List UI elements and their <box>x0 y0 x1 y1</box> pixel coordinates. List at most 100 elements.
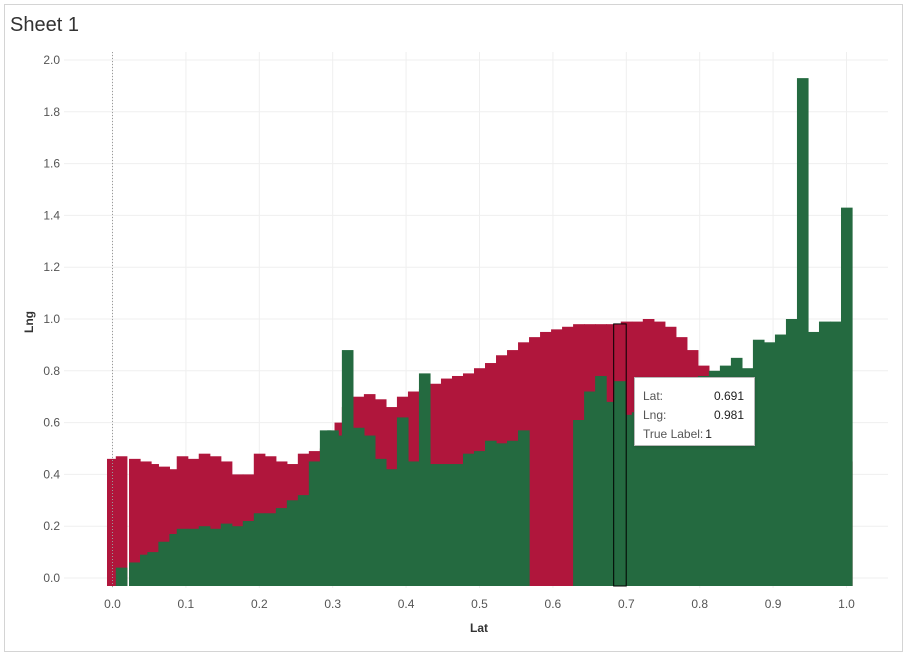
y-tick-label: 0.0 <box>43 571 60 585</box>
x-tick-label: 0.5 <box>471 597 488 611</box>
green-bar[interactable] <box>286 500 299 586</box>
green-bar[interactable] <box>363 435 376 586</box>
x-tick-label: 1.0 <box>838 597 855 611</box>
x-tick-label: 0.8 <box>691 597 708 611</box>
red-bar[interactable] <box>540 331 552 586</box>
red-bar[interactable] <box>209 456 222 586</box>
green-bar[interactable] <box>308 461 321 586</box>
green-bar[interactable] <box>719 365 732 586</box>
green-bar[interactable] <box>840 207 853 586</box>
green-bar[interactable] <box>697 375 710 586</box>
green-bar[interactable] <box>187 528 200 586</box>
red-bar[interactable] <box>129 458 141 586</box>
green-bar[interactable] <box>796 78 809 586</box>
red-bar[interactable] <box>106 458 119 586</box>
green-bar[interactable] <box>818 321 831 586</box>
y-tick-label: 0.6 <box>43 416 60 430</box>
x-tick-label: 0.1 <box>178 597 195 611</box>
green-bar[interactable] <box>231 526 244 586</box>
y-tick-label: 1.8 <box>43 105 60 119</box>
green-bar[interactable] <box>829 321 842 586</box>
green-bar[interactable] <box>507 440 519 586</box>
green-bar[interactable] <box>275 508 288 586</box>
green-bar[interactable] <box>264 513 277 586</box>
x-tick-label: 0.4 <box>398 597 415 611</box>
red-bar[interactable] <box>198 453 211 586</box>
green-bar[interactable] <box>334 435 347 586</box>
green-bar[interactable] <box>220 523 233 586</box>
green-bar[interactable] <box>664 399 677 586</box>
green-bar[interactable] <box>327 430 339 586</box>
green-bar[interactable] <box>352 427 365 586</box>
green-bar[interactable] <box>396 417 409 586</box>
green-bar[interactable] <box>429 464 442 586</box>
y-tick-label: 0.8 <box>43 364 60 378</box>
green-bar[interactable] <box>341 350 354 586</box>
green-bar[interactable] <box>253 513 266 586</box>
green-bar[interactable] <box>730 357 743 586</box>
red-bar[interactable] <box>551 329 563 586</box>
green-bar[interactable] <box>675 394 688 586</box>
red-bar[interactable] <box>529 337 541 586</box>
green-bar[interactable] <box>595 375 607 586</box>
green-bar[interactable] <box>653 404 666 586</box>
green-bar[interactable] <box>631 412 644 586</box>
green-bar[interactable] <box>752 339 765 586</box>
green-bar[interactable] <box>573 420 585 586</box>
green-bar[interactable] <box>451 464 464 586</box>
red-bar[interactable] <box>158 466 170 586</box>
red-bar[interactable] <box>140 461 152 586</box>
tooltip-label-value: 1 <box>705 427 712 441</box>
green-bar[interactable] <box>158 541 170 586</box>
highlighted-bar-outline[interactable] <box>613 323 627 587</box>
green-bar[interactable] <box>774 334 787 586</box>
x-tick-label: 0.6 <box>545 597 562 611</box>
tooltip-label-key: True Label: <box>643 427 704 441</box>
green-bar[interactable] <box>763 342 776 586</box>
red-bar[interactable] <box>187 458 200 586</box>
green-bar[interactable] <box>169 533 181 586</box>
green-bar[interactable] <box>176 528 189 586</box>
green-bar[interactable] <box>242 521 255 586</box>
green-bar[interactable] <box>319 430 332 586</box>
red-bar[interactable] <box>176 456 189 586</box>
green-bar[interactable] <box>140 554 152 586</box>
green-bar[interactable] <box>115 567 128 586</box>
green-bar[interactable] <box>407 461 420 586</box>
green-bar[interactable] <box>198 526 211 586</box>
green-bar[interactable] <box>614 381 626 586</box>
y-tick-label: 0.2 <box>43 519 60 533</box>
green-bar[interactable] <box>708 370 721 586</box>
green-bar[interactable] <box>606 401 618 586</box>
tooltip: Lat: 0.691 Lng: 0.981 True Label: 1 <box>634 377 755 446</box>
green-bar[interactable] <box>518 430 530 586</box>
green-bar[interactable] <box>129 562 141 586</box>
x-tick-label: 0.0 <box>104 597 121 611</box>
green-bar[interactable] <box>584 391 596 586</box>
green-bar[interactable] <box>485 440 497 586</box>
red-bar[interactable] <box>147 464 159 586</box>
red-bar[interactable] <box>115 456 128 586</box>
green-bar[interactable] <box>440 464 453 586</box>
green-bar[interactable] <box>686 383 699 586</box>
red-bar[interactable] <box>562 326 574 586</box>
green-bar[interactable] <box>496 443 508 586</box>
green-bar[interactable] <box>374 458 387 586</box>
green-bar[interactable] <box>418 373 431 586</box>
green-bar[interactable] <box>473 451 486 586</box>
green-bar[interactable] <box>741 368 754 586</box>
tooltip-lng-value: 0.981 <box>713 408 744 422</box>
green-bar[interactable] <box>147 552 159 586</box>
tooltip-label-row: True Label: 1 <box>643 425 746 444</box>
green-bar[interactable] <box>807 331 820 586</box>
green-bar[interactable] <box>785 319 798 586</box>
red-bar[interactable] <box>169 469 181 586</box>
green-bar[interactable] <box>385 469 398 586</box>
green-bar[interactable] <box>297 495 310 586</box>
green-bar[interactable] <box>462 453 475 586</box>
green-bar[interactable] <box>642 409 655 586</box>
tooltip-lng-row: Lng: 0.981 <box>643 406 746 425</box>
sheet-title: Sheet 1 <box>10 14 79 36</box>
green-bar[interactable] <box>209 528 222 586</box>
